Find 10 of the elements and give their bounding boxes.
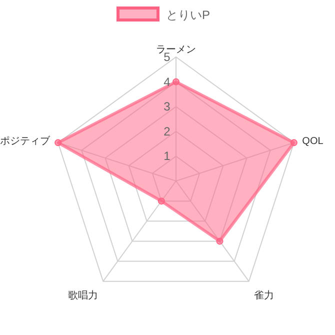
legend-label: とりいP <box>166 8 210 22</box>
y-tick-label: 1 <box>164 149 171 164</box>
y-tick-label: 4 <box>164 74 171 89</box>
legend: とりいP <box>116 6 210 22</box>
spoke-label: QOL <box>302 136 324 147</box>
y-tick-label: 2 <box>164 124 171 138</box>
spoke-label: ポジティブ <box>0 135 51 147</box>
y-tick-label: 3 <box>164 100 171 114</box>
spoke-label: 歌唱力 <box>68 289 98 302</box>
spoke-label: 雀力 <box>254 289 274 302</box>
